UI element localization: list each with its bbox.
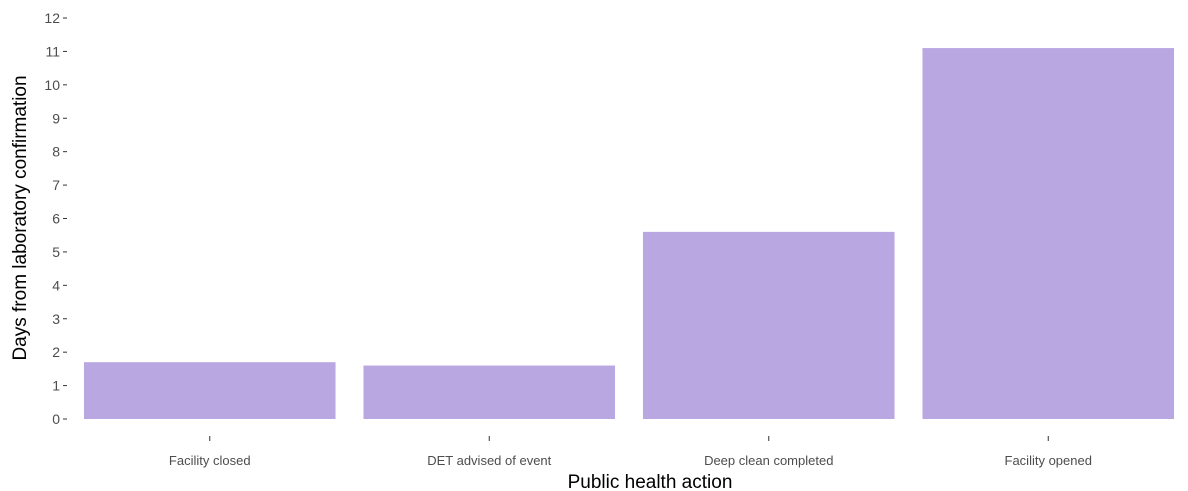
y-tick-label: 11 [45, 43, 60, 59]
y-tick-label: 4 [52, 277, 60, 293]
y-tick-label: 5 [52, 244, 60, 260]
bar [922, 48, 1175, 419]
x-tick-label: Deep clean completed [704, 453, 833, 468]
y-tick-label: 3 [52, 311, 60, 327]
x-axis: Facility closed DET advised of event Deep … [169, 436, 1092, 468]
x-tick-label: Facility closed [169, 453, 251, 468]
bar [642, 231, 895, 419]
y-tick-label: 9 [52, 110, 60, 126]
y-tick-label: 12 [44, 10, 60, 26]
y-axis-title: Days from laboratory confirmation [10, 75, 31, 360]
bar [363, 365, 616, 419]
y-tick-label: 2 [52, 344, 60, 360]
x-axis-title: Public health action [568, 472, 733, 491]
x-tick-label: Facility opened [1005, 453, 1092, 468]
y-tick-label: 0 [52, 411, 60, 427]
y-tick-label: 8 [52, 144, 60, 160]
y-tick-label: 10 [44, 77, 60, 93]
bars [83, 48, 1175, 419]
y-tick-label: 6 [52, 211, 60, 227]
y-tick-label: 1 [52, 378, 60, 394]
x-tick-label: DET advised of event [427, 453, 551, 468]
bar [83, 362, 336, 419]
y-tick-label: 7 [52, 177, 60, 193]
